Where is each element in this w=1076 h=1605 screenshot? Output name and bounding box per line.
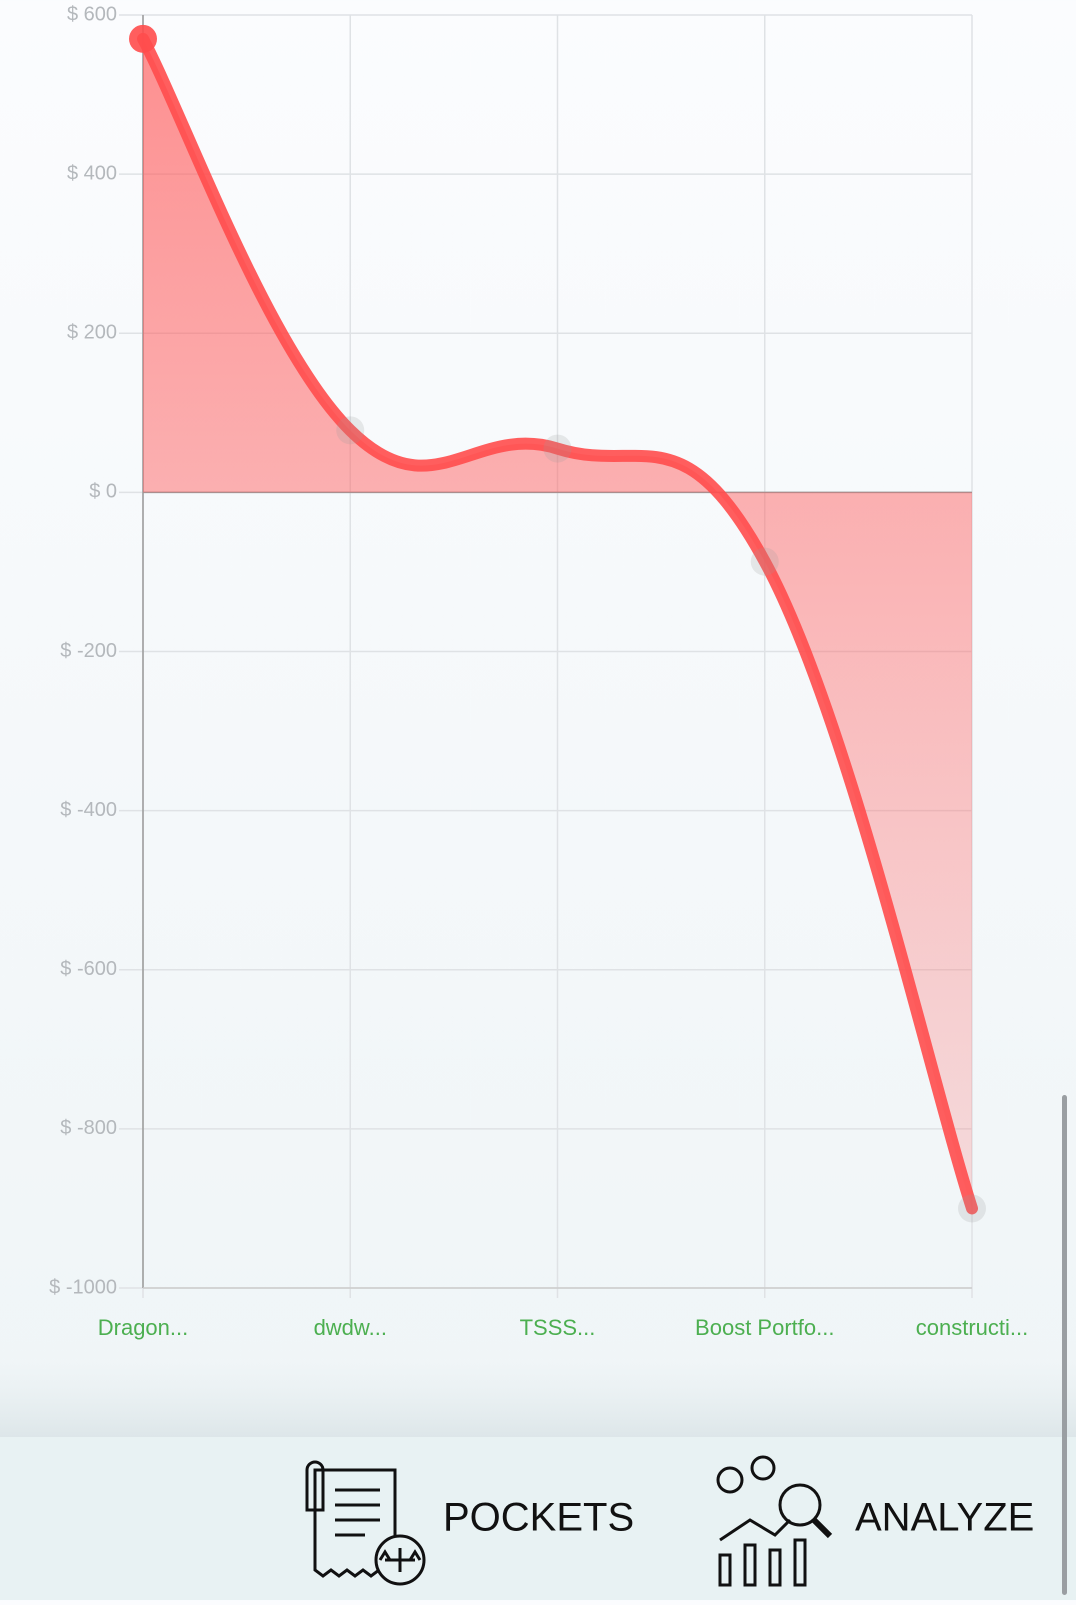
coin-icon [750, 1455, 776, 1481]
scale-lines [378, 1548, 422, 1572]
y-tick-label: $ 400 [67, 162, 117, 184]
x-tick-label: dwdw... [314, 1315, 387, 1340]
y-tick-label: $ 600 [67, 3, 117, 25]
magnifier-handle [811, 1517, 833, 1539]
y-tick-label: $ -200 [60, 640, 117, 662]
y-tick-label: $ 0 [89, 481, 117, 503]
y-tick-label: $ 200 [67, 322, 117, 344]
receipt-lines [335, 1488, 380, 1537]
point [129, 24, 157, 53]
x-tick-label: TSSS... [520, 1315, 596, 1340]
line [137, 32, 978, 1215]
scrollbar [1062, 1095, 1067, 1595]
point [750, 547, 779, 576]
coin-icon [716, 1466, 744, 1494]
point [336, 416, 365, 445]
y-tick-label: $ -600 [60, 958, 117, 980]
y-tick-label: $ -400 [60, 799, 117, 821]
bars-icon [718, 1538, 807, 1587]
y-tick-label: $ -1000 [49, 1276, 117, 1298]
receipt-roll [305, 1460, 325, 1512]
y-tick-label: $ -800 [60, 1117, 117, 1139]
magnifier-icon [778, 1483, 822, 1527]
nav-shadow [0, 1360, 1076, 1437]
nav-pockets[interactable]: POCKETS [305, 1460, 634, 1586]
x-tick-label: Dragon... [98, 1315, 189, 1340]
nav-analyze[interactable]: ANALYZE [716, 1455, 1034, 1587]
nav-label: POCKETS [443, 1496, 634, 1540]
point [543, 434, 572, 463]
point [958, 1194, 986, 1223]
area [143, 38, 972, 1209]
nav-label: ANALYZE [855, 1496, 1034, 1540]
x-tick-label: constructi... [916, 1315, 1028, 1340]
trend-line [719, 1518, 792, 1542]
bottom-nav [0, 1437, 1076, 1600]
x-tick-label: Boost Portfo... [695, 1315, 834, 1340]
chart: $ 600 $ 400 $ 200 $ 0 $ -200 $ -400 $ -600 $ -8… [49, 3, 1028, 1340]
